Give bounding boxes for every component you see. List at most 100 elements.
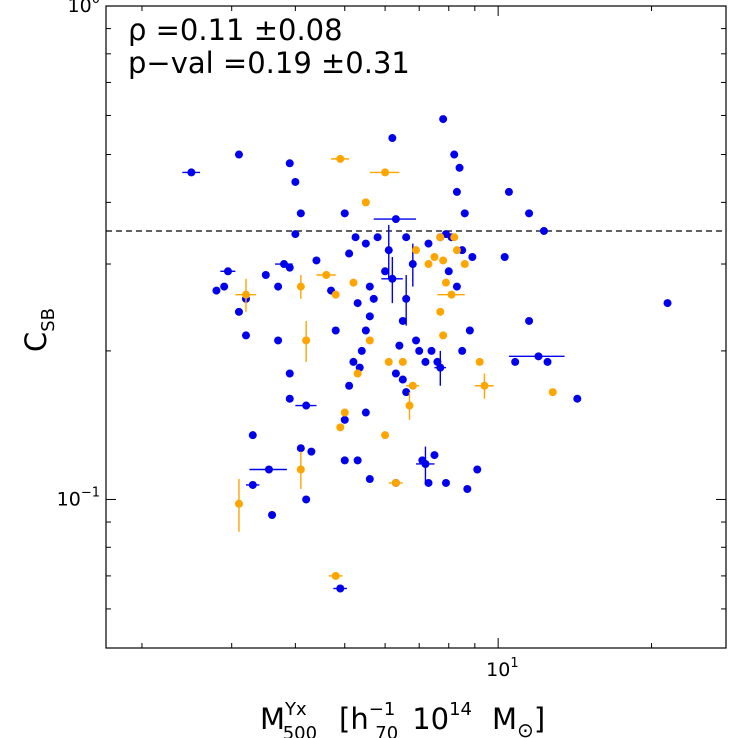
data-point-marker <box>291 230 300 239</box>
data-point-marker <box>331 571 340 580</box>
data-point <box>351 233 360 242</box>
data-point-marker <box>353 369 362 378</box>
data-point <box>416 446 435 483</box>
data-point-marker <box>458 346 467 355</box>
data-point <box>340 408 349 417</box>
data-point-marker <box>398 375 407 384</box>
data-point-marker <box>331 290 340 299</box>
data-point-marker <box>460 260 469 269</box>
data-point-marker <box>424 260 433 269</box>
data-point-marker <box>274 282 283 291</box>
data-point <box>504 187 513 196</box>
data-point-marker <box>391 369 400 378</box>
data-point-marker <box>187 168 196 177</box>
data-point-marker <box>504 187 513 196</box>
data-point <box>381 431 390 440</box>
y-tick-label-base: 10 <box>68 0 92 17</box>
data-point-marker <box>388 274 397 283</box>
data-point <box>430 252 439 261</box>
data-point-marker <box>365 475 374 484</box>
x-axis-symbol: M <box>260 702 285 736</box>
data-point <box>331 154 350 163</box>
data-point-marker <box>285 394 294 403</box>
data-point-marker <box>436 363 445 372</box>
data-point-marker <box>353 456 362 465</box>
data-point-marker <box>475 357 484 366</box>
data-point-marker <box>285 159 294 168</box>
data-point <box>406 381 420 390</box>
data-point <box>295 401 317 410</box>
data-point <box>412 246 421 255</box>
data-point <box>369 168 400 177</box>
data-point <box>465 326 474 335</box>
data-point-marker <box>408 260 417 269</box>
data-point-marker <box>285 263 294 272</box>
data-point <box>349 278 358 287</box>
data-point <box>182 168 201 177</box>
data-point-marker <box>384 357 393 366</box>
data-point <box>475 357 484 366</box>
data-point <box>365 282 374 291</box>
data-point <box>235 278 257 312</box>
y-tick-label: 10−1 <box>57 485 100 510</box>
data-point <box>302 320 311 362</box>
data-point <box>333 584 347 593</box>
data-point-marker <box>234 150 243 159</box>
data-point <box>212 286 221 295</box>
data-point-marker <box>349 278 358 287</box>
data-point <box>274 282 283 291</box>
data-point <box>402 233 411 242</box>
data-point-marker <box>340 408 349 417</box>
data-point <box>452 282 461 291</box>
data-point <box>424 239 433 248</box>
data-point <box>345 249 354 258</box>
y-axis-symbol: C <box>19 332 53 352</box>
data-point <box>573 394 582 403</box>
data-point <box>474 373 494 399</box>
data-point-marker <box>361 239 370 248</box>
data-point-marker <box>408 381 417 390</box>
data-point-marker <box>450 150 459 159</box>
data-point <box>508 352 565 361</box>
data-point-marker <box>436 233 445 242</box>
data-point-marker <box>441 278 450 287</box>
data-point-marker <box>480 381 489 390</box>
data-point <box>353 456 362 465</box>
data-point-marker <box>336 423 345 432</box>
x-axis-unit-close: ] <box>534 702 545 736</box>
x-axis-h-subscript: 70 <box>375 723 398 738</box>
data-point <box>430 451 439 460</box>
data-point-marker <box>365 282 374 291</box>
y-axis-subscript: SB <box>38 308 59 332</box>
data-point-marker <box>424 478 433 487</box>
data-point <box>296 209 305 218</box>
data-point-marker <box>427 346 436 355</box>
data-point <box>444 267 453 276</box>
data-point-marker <box>280 260 289 269</box>
data-point <box>437 290 465 299</box>
x-axis-factor: 10 <box>412 702 449 736</box>
data-point <box>285 263 294 272</box>
data-point-marker <box>212 286 221 295</box>
data-point-marker <box>220 282 229 291</box>
data-point-marker <box>248 480 257 489</box>
data-point <box>395 341 404 350</box>
x-axis-title: MYx 500 [h−1 70 1014 M⊙] <box>260 699 545 738</box>
data-point-marker <box>336 584 345 593</box>
data-point-marker <box>388 134 397 143</box>
data-point <box>274 336 283 345</box>
data-point-marker <box>234 307 243 316</box>
data-point <box>398 375 407 384</box>
data-point-marker <box>424 239 433 248</box>
data-point <box>373 215 417 224</box>
data-point <box>473 465 482 474</box>
data-point-marker <box>241 331 250 340</box>
plot-frame <box>105 5 727 649</box>
data-point-marker <box>402 294 411 303</box>
data-point-marker <box>398 316 407 325</box>
data-point <box>328 571 343 580</box>
data-marks <box>106 115 726 593</box>
data-point <box>398 316 407 325</box>
data-point <box>357 346 366 355</box>
data-point <box>511 357 520 366</box>
